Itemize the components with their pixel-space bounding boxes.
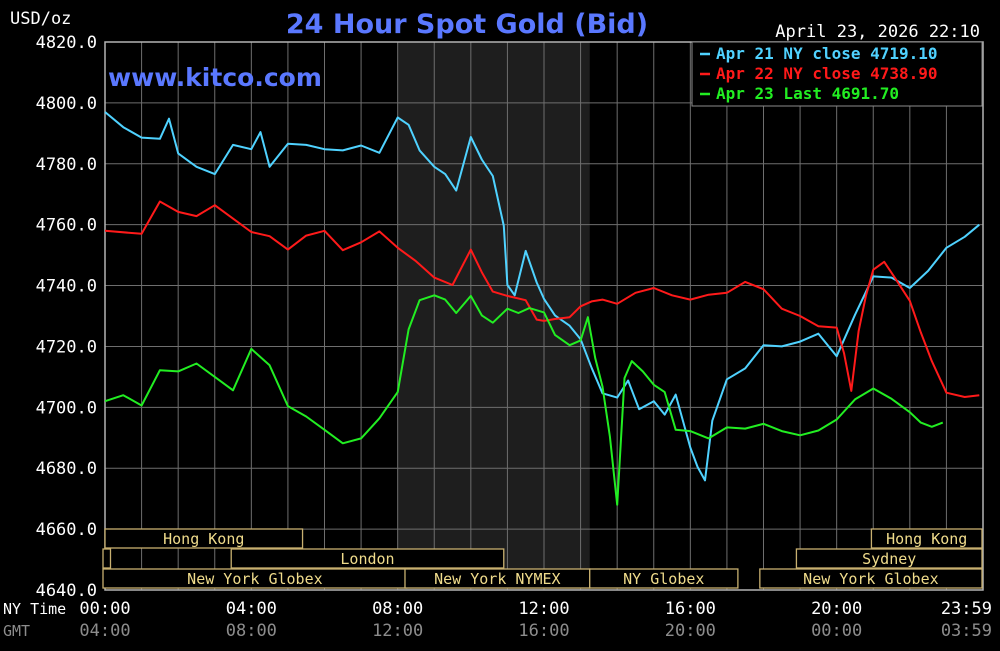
series-lines: [104, 111, 980, 506]
x-axis-row-label: GMT: [3, 622, 30, 640]
session-bar: [102, 548, 112, 569]
session-bar: [230, 548, 505, 569]
shaded-session-region: [397, 42, 590, 590]
session-label: Hong Kong: [886, 530, 967, 548]
session-label: Hong Kong: [163, 530, 244, 548]
x-tick-label: 12:00: [518, 599, 569, 619]
legend-entry: Apr 21 NY close 4719.10: [716, 44, 938, 63]
x-tick-label: 03:59: [941, 621, 992, 641]
chart-title: 24 Hour Spot Gold (Bid): [286, 9, 648, 40]
watermark: www.kitco.com: [108, 63, 322, 92]
series-line: [104, 200, 980, 398]
y-axis-label: USD/oz: [10, 9, 71, 29]
x-tick-label: 04:00: [79, 621, 130, 641]
series-line: [104, 294, 944, 506]
y-tick-label: 4720.0: [36, 337, 97, 357]
x-tick-label: 08:00: [226, 621, 277, 641]
x-tick-label: 16:00: [665, 599, 716, 619]
legend-entry: Apr 22 NY close 4738.90: [716, 64, 938, 83]
series-line: [104, 111, 980, 482]
x-tick-label: 08:00: [372, 599, 423, 619]
session-bar: [870, 528, 983, 549]
y-tick-label: 4740.0: [36, 277, 97, 297]
x-tick-label: 04:00: [226, 599, 277, 619]
session-bar: [759, 568, 983, 589]
session-label: Sydney: [862, 550, 916, 568]
y-tick-label: 4660.0: [36, 520, 97, 540]
x-tick-label: 20:00: [811, 599, 862, 619]
timestamp: April 23, 2026 22:10: [775, 22, 980, 42]
x-axis-rows: NY Time 00:00 04:00 08:00 12:00 16:00 20:00 23:…: [3, 599, 992, 641]
x-tick-label: 20:00: [665, 621, 716, 641]
y-tick-label: 4640.0: [36, 581, 97, 601]
session-label: New York Globex: [803, 570, 938, 588]
plot-frame: [104, 41, 984, 591]
y-tick-label: 4800.0: [36, 94, 97, 114]
x-tick-label: 23:59: [941, 599, 992, 619]
session-bar: [795, 548, 983, 569]
x-axis-row-label: NY Time: [3, 600, 66, 618]
x-tick-label: 12:00: [372, 621, 423, 641]
session-label: NY Globex: [623, 570, 704, 588]
legend-box: [691, 41, 983, 107]
session-label: New York NYMEX: [434, 570, 560, 588]
y-tick-label: 4760.0: [36, 216, 97, 236]
session-bar: [104, 528, 304, 549]
y-tick-labels: 4820.0 4800.0 4780.0 4760.0 4740.0 4720.0 4700…: [36, 33, 97, 601]
session-bars: Hong Kong London New York Globex New York N…: [102, 528, 983, 589]
x-tick-label: 00:00: [811, 621, 862, 641]
session-bar: [589, 568, 739, 589]
x-tick-label: 16:00: [518, 621, 569, 641]
y-tick-label: 4700.0: [36, 398, 97, 418]
y-tick-label: 4820.0: [36, 33, 97, 53]
y-tick-label: 4780.0: [36, 155, 97, 175]
y-tick-label: 4680.0: [36, 459, 97, 479]
session-label: London: [340, 550, 394, 568]
legend-entry: Apr 23 Last 4691.70: [716, 84, 899, 103]
x-tick-label: 00:00: [79, 599, 130, 619]
session-label: New York Globex: [187, 570, 322, 588]
